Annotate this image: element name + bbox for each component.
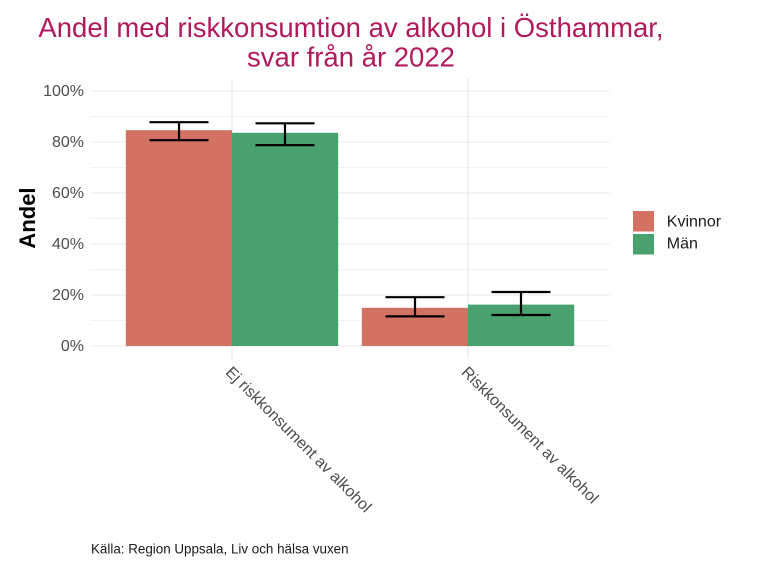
svg-text:Andel med riskkonsumtion av al: Andel med riskkonsumtion av alkohol i Ös…	[38, 12, 663, 43]
svg-text:Källa: Region Uppsala, Liv och: Källa: Region Uppsala, Liv och hälsa vux…	[91, 541, 349, 556]
svg-text:Män: Män	[667, 236, 698, 253]
svg-text:20%: 20%	[52, 287, 84, 304]
svg-text:100%: 100%	[43, 83, 84, 100]
svg-text:Andel: Andel	[15, 187, 40, 248]
svg-text:0%: 0%	[61, 338, 84, 355]
svg-text:80%: 80%	[52, 134, 84, 151]
svg-text:svar från år 2022: svar från år 2022	[247, 41, 455, 72]
svg-text:Kvinnor: Kvinnor	[667, 213, 722, 230]
svg-text:60%: 60%	[52, 185, 84, 202]
svg-text:40%: 40%	[52, 236, 84, 253]
